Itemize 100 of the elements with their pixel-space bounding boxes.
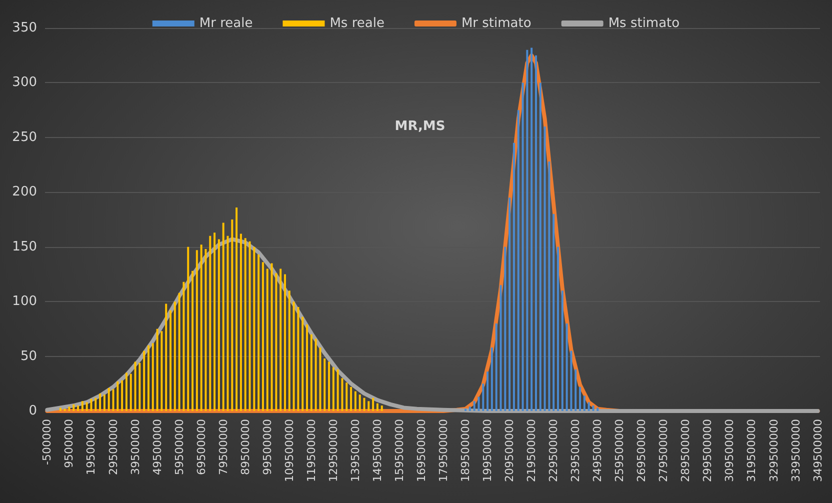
- bar: [306, 324, 308, 411]
- bar: [561, 290, 564, 411]
- bar: [495, 323, 498, 411]
- bar: [68, 406, 70, 411]
- bar: [196, 250, 198, 411]
- bar: [482, 384, 484, 411]
- bar: [182, 282, 185, 411]
- bar: [302, 316, 304, 411]
- x-tick-label: 59500000: [172, 419, 186, 475]
- bar: [539, 82, 542, 411]
- x-tick-label: 149500000: [370, 419, 384, 482]
- x-tick-label: 109500000: [282, 419, 296, 482]
- bar: [59, 408, 62, 411]
- bar: [138, 362, 141, 411]
- bar: [94, 398, 97, 411]
- bar: [86, 402, 88, 411]
- bar: [204, 249, 207, 411]
- bar: [165, 304, 168, 411]
- x-tick-label: 119500000: [304, 419, 318, 482]
- bar: [517, 110, 520, 411]
- bar: [468, 406, 471, 411]
- bar: [253, 246, 256, 411]
- bar: [526, 50, 528, 411]
- x-tick-label: 229500000: [547, 419, 560, 482]
- y-tick-label: 300: [12, 75, 37, 90]
- bar: [341, 378, 344, 411]
- x-tick-label: 279500000: [657, 419, 670, 482]
- bar: [486, 372, 489, 411]
- bar: [178, 292, 180, 411]
- bar: [222, 222, 224, 411]
- bar: [258, 254, 260, 411]
- bar: [226, 236, 229, 411]
- legend-label: Ms reale: [330, 16, 384, 31]
- bar: [280, 268, 282, 411]
- bar: [174, 302, 176, 411]
- bar: [314, 338, 317, 411]
- bar: [544, 126, 546, 411]
- x-tick-label: 269500000: [635, 419, 648, 482]
- x-tick-label: 69500000: [194, 419, 208, 475]
- bar: [552, 214, 555, 411]
- legend-label: Ms stimato: [608, 16, 680, 31]
- bar: [200, 244, 202, 411]
- x-tick-label: 99500000: [260, 419, 274, 475]
- x-tick-label: 319500000: [745, 419, 758, 482]
- bar: [99, 393, 102, 411]
- y-tick-label: 350: [12, 20, 37, 36]
- bar: [579, 386, 582, 411]
- bar: [504, 246, 506, 411]
- bar: [508, 198, 511, 411]
- y-tick-label: 100: [12, 294, 37, 310]
- bar: [372, 398, 374, 411]
- x-tick-label: 289500000: [679, 419, 692, 482]
- x-tick-label: 219500000: [525, 419, 538, 482]
- x-tick-label: 129500000: [326, 419, 340, 482]
- bar: [108, 388, 110, 411]
- bar: [112, 389, 114, 411]
- bar: [297, 307, 300, 411]
- bar: [346, 382, 348, 411]
- x-tick-label: 159500000: [392, 419, 406, 482]
- bar: [156, 328, 158, 411]
- bar: [266, 268, 268, 411]
- y-tick-label: 250: [12, 130, 37, 145]
- bar: [72, 404, 75, 411]
- bar: [592, 406, 594, 411]
- bar: [125, 372, 128, 411]
- x-tick-label: 29500000: [106, 419, 120, 475]
- bar: [500, 285, 502, 411]
- x-tick-label: 329500000: [767, 419, 780, 482]
- x-tick-label: 179500000: [437, 419, 450, 482]
- bar: [358, 394, 361, 411]
- x-tick-label: 259500000: [613, 419, 626, 482]
- bar: [292, 302, 295, 411]
- bar: [262, 262, 264, 411]
- x-tick-label: 249500000: [591, 419, 604, 482]
- bar: [275, 273, 278, 411]
- bar: [236, 207, 238, 411]
- bar: [570, 350, 572, 411]
- bar: [534, 55, 537, 411]
- bar: [218, 239, 220, 411]
- x-tick-label: 299500000: [701, 419, 714, 482]
- bar: [473, 401, 476, 411]
- bar: [192, 270, 194, 411]
- x-tick-label: 49500000: [150, 419, 164, 475]
- bar: [522, 82, 524, 411]
- y-tick-label: 150: [12, 239, 37, 254]
- x-tick-label: 139500000: [348, 419, 362, 482]
- bar: [548, 162, 550, 411]
- bar: [350, 386, 352, 411]
- bar: [81, 401, 84, 411]
- bar: [336, 369, 339, 411]
- x-tick-label: 349500000: [811, 419, 824, 482]
- bar: [187, 246, 190, 411]
- x-tick-label: 9500000: [62, 419, 76, 468]
- bar: [583, 396, 586, 411]
- x-tick-label: 209500000: [503, 419, 516, 482]
- bar: [354, 391, 356, 411]
- bar: [103, 394, 106, 411]
- bar: [319, 348, 322, 411]
- y-tick-label: 50: [20, 348, 37, 364]
- bar: [240, 234, 242, 411]
